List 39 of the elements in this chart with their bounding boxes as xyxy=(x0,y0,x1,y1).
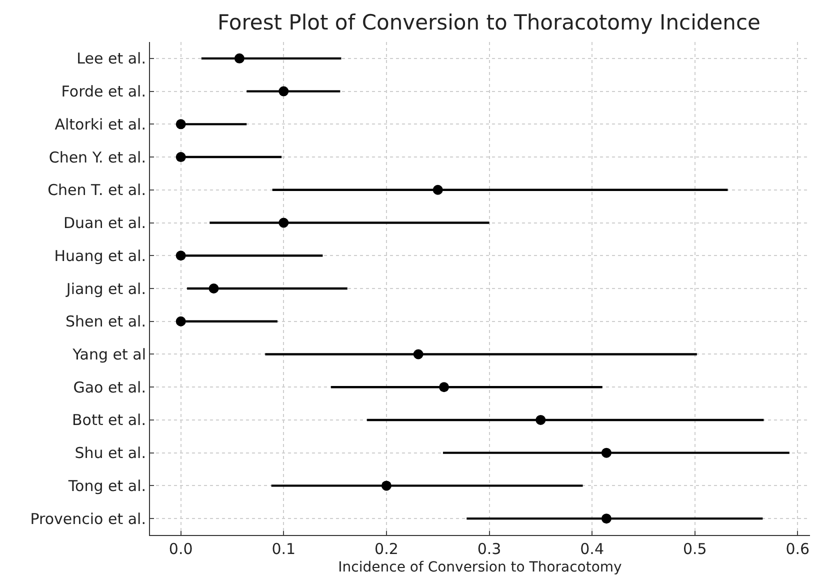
point xyxy=(601,448,612,458)
y-tick-label: Yang et al xyxy=(72,345,146,364)
point xyxy=(278,86,289,96)
x-axis-title: Incidence of Conversion to Thoracotomy xyxy=(338,559,622,576)
y-tick-label: Forde et al. xyxy=(61,82,146,101)
point xyxy=(601,514,612,524)
x-tick-label: 0.2 xyxy=(374,540,398,558)
y-tick-label: Duan et al. xyxy=(63,214,146,232)
x-tick-label: 0.5 xyxy=(682,540,707,558)
y-tick-label: Gao et al. xyxy=(73,378,146,396)
y-tick-label: Shen et al. xyxy=(65,312,146,331)
point xyxy=(176,250,186,261)
x-tick-label: 0.6 xyxy=(786,540,810,558)
y-tick-label: Bott et al. xyxy=(72,411,146,430)
y-tick-label: Altorki et al. xyxy=(54,115,146,134)
chart-title: Forest Plot of Conversion to Thoracotomy Incidence xyxy=(218,10,760,34)
point xyxy=(413,349,424,360)
y-tick-label: Jiang et al. xyxy=(65,280,146,298)
point xyxy=(536,414,546,425)
point xyxy=(234,53,244,64)
x-tick-label: 0.3 xyxy=(477,540,502,558)
y-tick-label: Provencio et al. xyxy=(30,510,146,528)
x-tick-label: 0.0 xyxy=(168,540,193,558)
point xyxy=(439,382,450,392)
point xyxy=(176,119,186,130)
point xyxy=(176,316,186,326)
y-tick-label: Lee et al. xyxy=(76,50,146,68)
y-tick-label: Chen T. et al. xyxy=(48,181,146,200)
x-tick-label: 0.1 xyxy=(272,540,296,558)
y-tick-label: Tong et al. xyxy=(67,476,146,495)
point xyxy=(208,284,219,294)
y-tick-label: Chen Y. et al. xyxy=(48,148,146,166)
x-tick-label: 0.4 xyxy=(580,540,604,558)
point xyxy=(381,480,392,491)
y-tick-label: Huang et al. xyxy=(54,246,146,265)
y-tick-label: Shu et al. xyxy=(74,444,146,462)
point xyxy=(176,152,186,162)
point xyxy=(432,184,443,195)
point xyxy=(278,218,289,228)
